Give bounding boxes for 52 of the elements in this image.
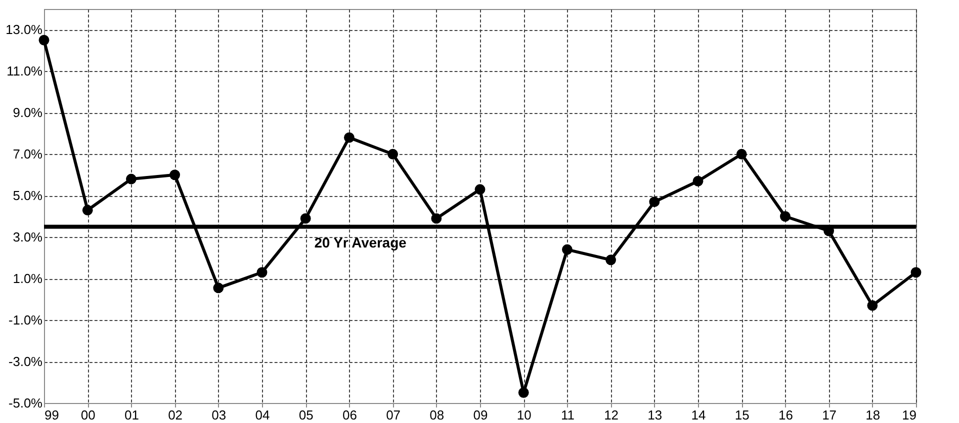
x-tick-label: 17 bbox=[822, 408, 837, 422]
point bbox=[562, 244, 572, 255]
y-tick-label: -5.0% bbox=[8, 396, 43, 410]
point bbox=[344, 132, 354, 143]
y-tick-label: 5.0% bbox=[12, 188, 43, 204]
y-tick-label: -1.0% bbox=[8, 312, 43, 328]
x-tick-label: 09 bbox=[473, 408, 488, 422]
x-tick-label: 19 bbox=[902, 408, 916, 422]
y-tick-label: -3.0% bbox=[8, 354, 43, 370]
point bbox=[910, 267, 922, 278]
point bbox=[388, 148, 398, 160]
x-tick-label: 01 bbox=[124, 408, 139, 422]
x-tick-label: 15 bbox=[734, 408, 750, 422]
point bbox=[780, 211, 790, 222]
x-tick-label: 08 bbox=[430, 408, 444, 422]
point bbox=[170, 170, 180, 180]
x-tick-label: 06 bbox=[342, 408, 357, 422]
x-tick-label: 99 bbox=[44, 408, 59, 422]
x-tick-label: 16 bbox=[778, 408, 793, 422]
x-tick-label: 05 bbox=[298, 408, 314, 422]
x-tick-label: 04 bbox=[255, 408, 270, 422]
point bbox=[736, 148, 747, 160]
x-tick-label: 00 bbox=[80, 408, 96, 422]
point bbox=[300, 213, 311, 224]
point bbox=[518, 387, 529, 398]
x-tick-label: 10 bbox=[516, 408, 532, 422]
point bbox=[474, 184, 486, 195]
y-tick-label: 9.0% bbox=[12, 105, 43, 120]
x-tick-label: 12 bbox=[604, 408, 619, 422]
x-tick-label: 03 bbox=[212, 408, 226, 422]
x-tick-label: 13 bbox=[648, 408, 662, 422]
y-tick-label: 1.0% bbox=[12, 271, 43, 286]
point bbox=[213, 282, 224, 294]
y-tick-label: 7.0% bbox=[12, 146, 43, 162]
x-tick-label: 02 bbox=[168, 408, 183, 422]
point bbox=[867, 300, 878, 311]
ref-line-label: 20 Yr Average bbox=[314, 234, 407, 251]
point bbox=[82, 204, 93, 216]
point bbox=[126, 174, 136, 184]
point bbox=[38, 34, 50, 46]
point bbox=[431, 213, 442, 224]
y-tick-label: 13.0% bbox=[6, 22, 43, 38]
x-tick-label: 07 bbox=[386, 408, 401, 422]
point bbox=[256, 267, 268, 278]
y-tick-label: 11.0% bbox=[6, 64, 43, 79]
x-tick-label: 14 bbox=[691, 408, 706, 422]
y-tick-label: 3.0% bbox=[12, 230, 43, 245]
point bbox=[692, 176, 704, 186]
x-tick-label: 18 bbox=[866, 408, 880, 422]
point bbox=[649, 196, 660, 208]
x-tick-label: 11 bbox=[560, 408, 574, 422]
point bbox=[606, 254, 616, 266]
